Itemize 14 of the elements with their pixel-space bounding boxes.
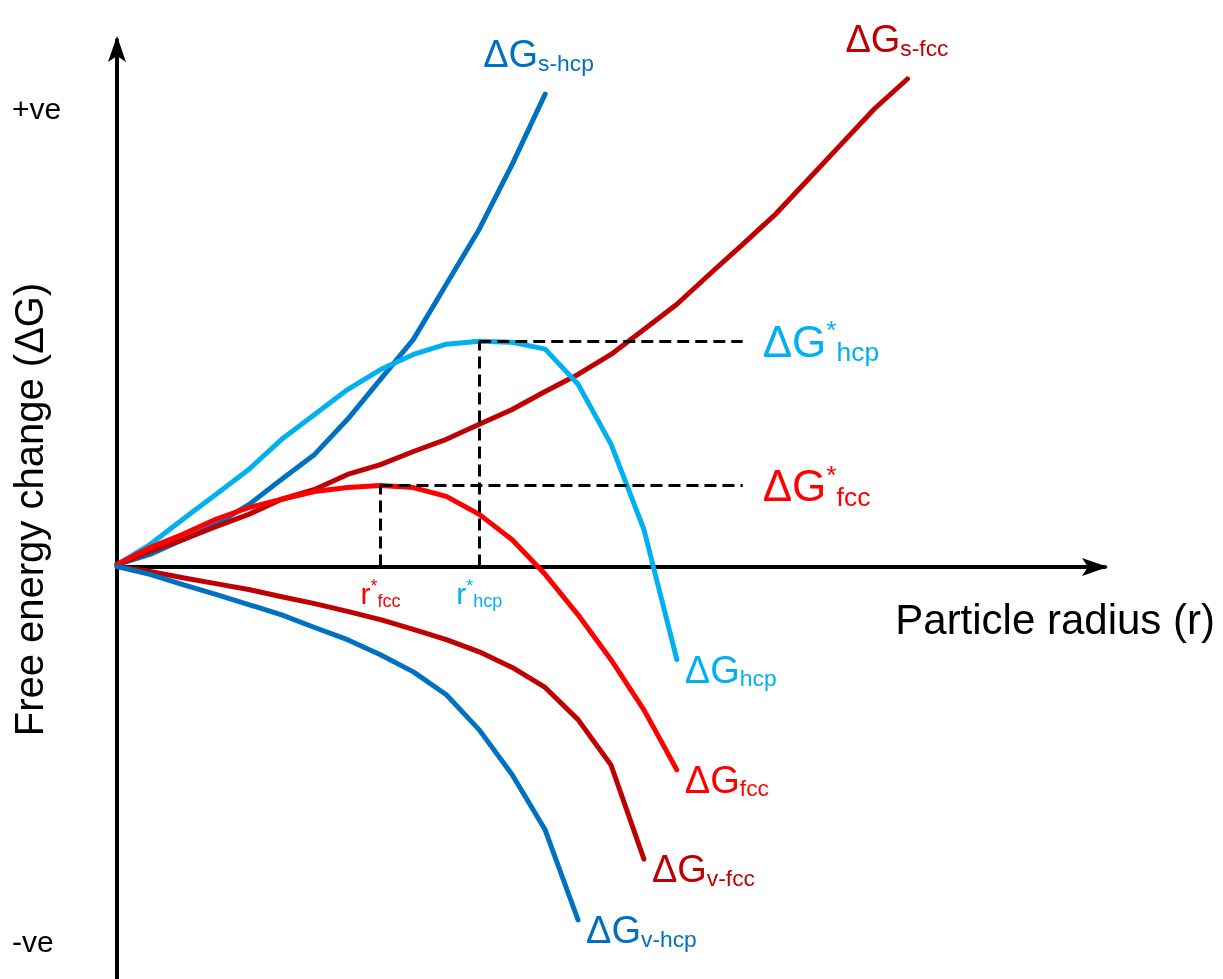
series-label: ΔGs-hcp (483, 33, 594, 76)
series-label: ΔGv-hcp (586, 909, 697, 952)
y-axis-title: Free energy change (ΔG) (7, 282, 51, 737)
series-label: ΔGv-fcc (651, 848, 755, 891)
ref-line-label: ΔG*hcp (762, 315, 880, 368)
annotation: r*fcc (360, 575, 401, 611)
ref-line-label: ΔG*fcc (762, 459, 871, 512)
x-axis-title: Particle radius (r) (895, 595, 1216, 643)
annotation: r*hcp (456, 575, 503, 611)
series-label: ΔGhcp (684, 648, 777, 692)
series-label: ΔGfcc (684, 758, 769, 802)
text: -ve (12, 925, 54, 959)
series-label: ΔGs-fcc (845, 18, 949, 61)
text: +ve (12, 91, 62, 125)
